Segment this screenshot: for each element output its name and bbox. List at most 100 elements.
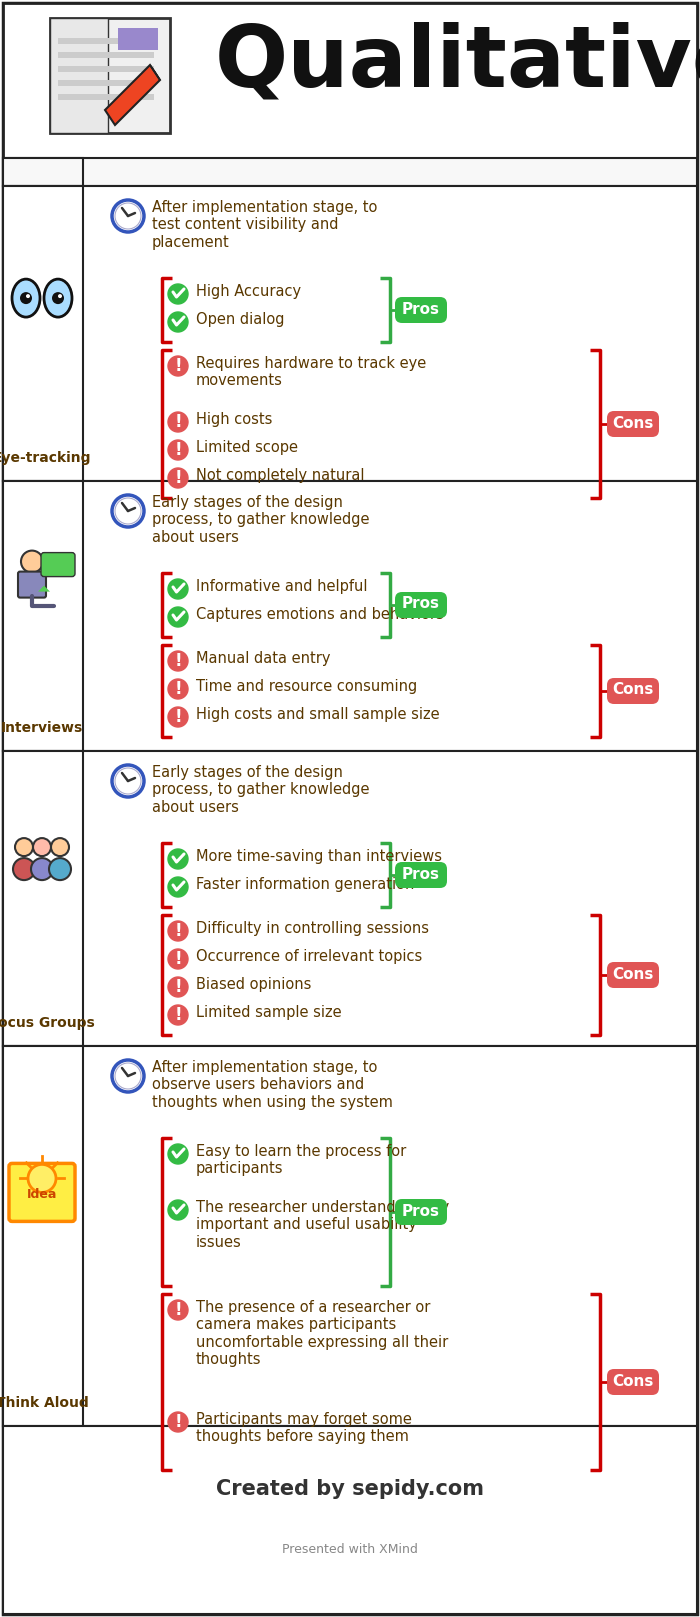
Bar	[3, 480, 697, 750]
Text: Think Aloud: Think Aloud	[0, 1395, 88, 1410]
Circle shape	[168, 1006, 188, 1025]
Text: Not completely natural: Not completely natural	[196, 467, 365, 483]
Text: Manual data entry: Manual data entry	[196, 652, 330, 666]
Text: !: !	[174, 469, 182, 487]
Circle shape	[168, 606, 188, 627]
Circle shape	[168, 922, 188, 941]
FancyBboxPatch shape	[395, 592, 447, 618]
Bar	[58, 79, 154, 86]
Text: Occurrence of irrelevant topics: Occurrence of irrelevant topics	[196, 949, 422, 964]
Text: Informative and helpful: Informative and helpful	[196, 579, 368, 593]
Text: Requires hardware to track eye
movements: Requires hardware to track eye movements	[196, 356, 426, 388]
Text: Pros: Pros	[402, 1203, 440, 1219]
Text: Limited scope: Limited scope	[196, 440, 298, 454]
Text: Pros: Pros	[402, 301, 440, 317]
FancyBboxPatch shape	[395, 298, 447, 323]
Circle shape	[115, 498, 141, 524]
Circle shape	[115, 1062, 141, 1088]
Text: Captures emotions and behaviors: Captures emotions and behaviors	[196, 606, 444, 623]
Text: Open dialog: Open dialog	[196, 312, 284, 327]
Circle shape	[168, 679, 188, 699]
Circle shape	[168, 977, 188, 998]
Text: The presence of a researcher or
camera makes participants
uncomfortable expressi: The presence of a researcher or camera m…	[196, 1300, 448, 1368]
Text: High costs: High costs	[196, 412, 272, 427]
Text: After implementation stage, to
test content visibility and
placement: After implementation stage, to test cont…	[152, 201, 377, 249]
Circle shape	[168, 1300, 188, 1319]
Polygon shape	[150, 65, 160, 79]
Text: More time-saving than interviews: More time-saving than interviews	[196, 849, 442, 863]
FancyBboxPatch shape	[607, 962, 659, 988]
FancyBboxPatch shape	[18, 571, 46, 598]
Text: Pros: Pros	[402, 867, 440, 881]
Circle shape	[168, 285, 188, 304]
Ellipse shape	[44, 280, 72, 317]
Text: Cons: Cons	[612, 1373, 654, 1389]
Text: !: !	[174, 1006, 182, 1024]
Text: Easy to learn the process for
participants: Easy to learn the process for participan…	[196, 1143, 406, 1177]
Bar	[3, 750, 697, 1046]
Bar	[118, 27, 158, 50]
Circle shape	[168, 467, 188, 488]
Circle shape	[20, 293, 32, 304]
Bar	[50, 18, 108, 133]
Bar	[3, 186, 83, 480]
Circle shape	[168, 876, 188, 897]
Text: Interviews: Interviews	[1, 721, 83, 736]
Circle shape	[21, 551, 43, 572]
Bar	[50, 18, 170, 133]
Text: !: !	[174, 357, 182, 375]
Circle shape	[168, 312, 188, 331]
Text: Presented with XMind: Presented with XMind	[282, 1543, 418, 1556]
FancyBboxPatch shape	[395, 862, 447, 888]
Text: High costs and small sample size: High costs and small sample size	[196, 707, 440, 723]
Circle shape	[168, 1412, 188, 1433]
Text: The researcher understands many
important and useful usability
issues: The researcher understands many importan…	[196, 1200, 449, 1250]
Text: Limited sample size: Limited sample size	[196, 1006, 342, 1020]
Bar	[3, 480, 83, 750]
FancyBboxPatch shape	[9, 1163, 75, 1221]
Circle shape	[31, 859, 53, 880]
Bar	[58, 94, 154, 100]
Circle shape	[168, 1200, 188, 1219]
Circle shape	[115, 204, 141, 230]
Text: !: !	[174, 978, 182, 996]
Text: Idea: Idea	[27, 1188, 57, 1201]
Circle shape	[15, 838, 33, 855]
FancyBboxPatch shape	[607, 411, 659, 437]
Circle shape	[168, 412, 188, 432]
Circle shape	[52, 293, 64, 304]
Text: After implementation stage, to
observe users behaviors and
thoughts when using t: After implementation stage, to observe u…	[152, 1061, 393, 1109]
Circle shape	[168, 849, 188, 868]
Text: !: !	[174, 412, 182, 432]
Circle shape	[13, 859, 35, 880]
FancyBboxPatch shape	[607, 1370, 659, 1395]
Ellipse shape	[12, 280, 40, 317]
Text: !: !	[174, 708, 182, 726]
Text: Focus Groups: Focus Groups	[0, 1015, 95, 1030]
Bar	[3, 750, 83, 1046]
Text: Cons: Cons	[612, 682, 654, 697]
Circle shape	[112, 495, 144, 527]
Text: Faster information generation: Faster information generation	[196, 876, 414, 893]
Circle shape	[115, 768, 141, 794]
Circle shape	[168, 707, 188, 728]
Text: Biased opinions: Biased opinions	[196, 977, 312, 991]
Circle shape	[51, 838, 69, 855]
Polygon shape	[38, 585, 50, 592]
Bar	[3, 3, 697, 158]
Text: !: !	[174, 1302, 182, 1319]
Bar	[3, 1426, 697, 1614]
Circle shape	[112, 765, 144, 797]
FancyBboxPatch shape	[607, 678, 659, 703]
Text: Created by sepidy.com: Created by sepidy.com	[216, 1478, 484, 1499]
Text: Participants may forget some
thoughts before saying them: Participants may forget some thoughts be…	[196, 1412, 412, 1444]
Circle shape	[168, 1143, 188, 1164]
Circle shape	[168, 356, 188, 377]
Circle shape	[168, 440, 188, 459]
Circle shape	[28, 1164, 56, 1192]
Circle shape	[26, 294, 30, 298]
Bar	[3, 158, 697, 186]
Bar	[58, 52, 154, 58]
Text: Qualitative: Qualitative	[215, 23, 700, 105]
Text: Early stages of the design
process, to gather knowledge
about users: Early stages of the design process, to g…	[152, 495, 370, 545]
